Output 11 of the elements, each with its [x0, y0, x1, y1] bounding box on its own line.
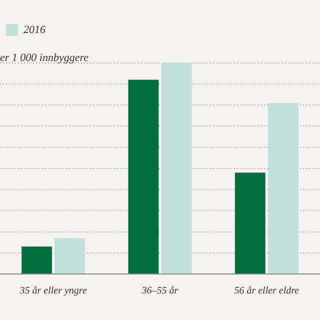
bar: [234, 172, 266, 274]
bar: [161, 62, 192, 274]
x-tick-label: 35 år eller yngre: [18, 286, 88, 297]
bar: [54, 238, 86, 274]
x-tick-label: 56 år eller eldre: [234, 286, 300, 297]
bar: [268, 103, 298, 274]
bar: [22, 246, 52, 274]
bar: [128, 80, 159, 274]
x-tick-label: 36–55 år: [140, 286, 178, 297]
y-axis-title: er 1 000 innbyggere: [0, 52, 88, 64]
legend-label: 2016: [24, 24, 46, 36]
